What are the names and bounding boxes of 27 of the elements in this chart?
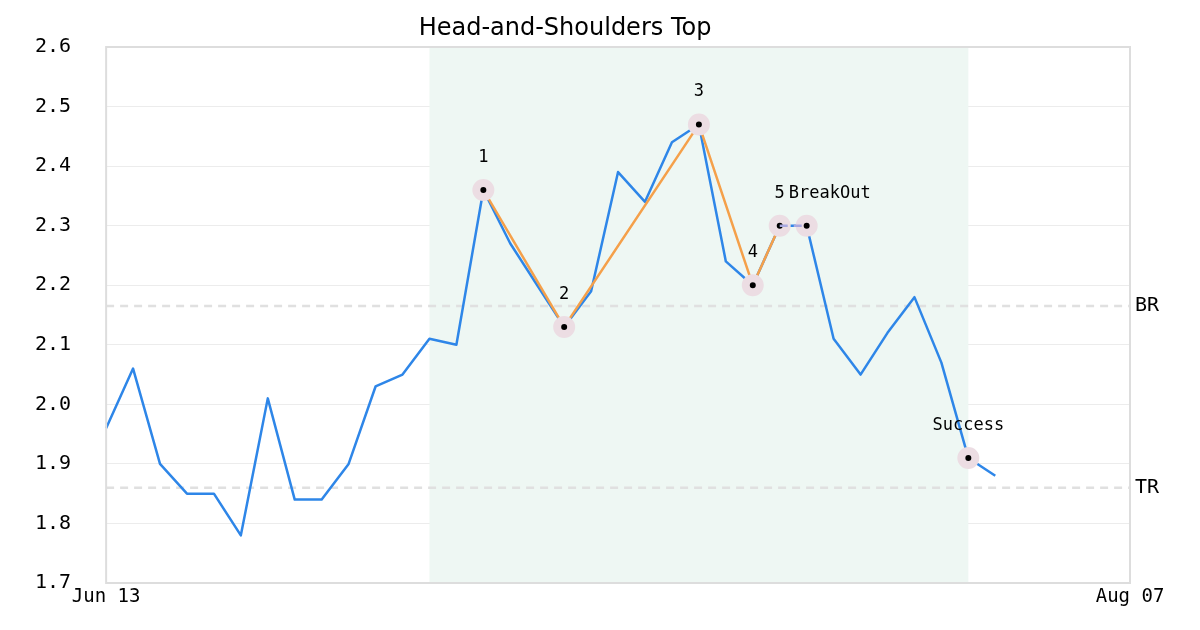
annotation: BreakOut <box>788 181 871 202</box>
annotation: 2 <box>559 282 570 303</box>
ref-line-label: BR <box>1135 292 1161 317</box>
point <box>741 274 764 297</box>
chart-title: Head-and-Shoulders Top <box>418 12 712 41</box>
point <box>687 113 710 136</box>
y-tick-label: 2.3 <box>35 211 72 236</box>
ref-line-label: TR <box>1135 473 1161 498</box>
x-tick-label: Aug 07 <box>1095 584 1165 607</box>
x-tick-label: Jun 13 <box>71 584 141 607</box>
point <box>795 214 818 237</box>
annotation: 3 <box>693 80 705 101</box>
point <box>553 315 576 338</box>
y-tick-label: 2.4 <box>35 152 72 177</box>
y-tick-label: 2.0 <box>35 390 72 415</box>
point <box>472 178 495 201</box>
y-tick-label: 2.1 <box>35 330 72 355</box>
annotation: 5 <box>774 181 785 202</box>
point <box>957 446 980 469</box>
annotation: 4 <box>747 241 758 262</box>
annotation: 1 <box>478 145 489 166</box>
y-tick-label: 2.2 <box>35 271 72 296</box>
y-tick-label: 1.8 <box>35 509 72 534</box>
y-tick-label: 1.9 <box>35 450 72 475</box>
y-tick-label: 2.6 <box>35 33 72 58</box>
y-tick-label: 1.7 <box>35 569 72 594</box>
y-tick-label: 2.5 <box>35 92 72 117</box>
